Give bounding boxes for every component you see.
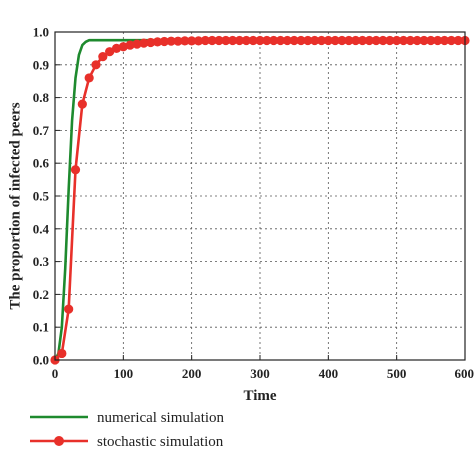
legend-marker-stochastic: [54, 436, 64, 446]
data-point: [139, 38, 149, 48]
x-tick-label: 600: [455, 366, 474, 381]
y-tick-label: 0.3: [33, 254, 50, 269]
data-point: [187, 36, 197, 46]
y-tick-label: 0.2: [33, 287, 49, 302]
data-point: [330, 35, 340, 46]
data-point: [64, 304, 74, 314]
legend-label-stochastic: stochastic simulation: [97, 434, 224, 450]
data-point: [193, 36, 204, 46]
x-tick-label: 300: [250, 366, 270, 381]
data-point: [241, 35, 251, 46]
y-tick-label: 0.6: [33, 156, 50, 171]
data-point: [98, 52, 108, 62]
data-point: [105, 47, 115, 57]
data-point: [337, 35, 347, 46]
data-point: [152, 37, 163, 47]
data-point: [344, 35, 354, 46]
y-tick-label: 0.5: [33, 189, 50, 204]
y-tick-label: 0.0: [33, 353, 49, 368]
axis-ticks: 0 100 200 300 400 500 600 0.0 0.1 0.2 0.3 0.4 0.5 0.6…: [33, 25, 474, 382]
data-point: [228, 35, 238, 46]
data-point: [392, 35, 402, 46]
data-point: [146, 37, 156, 48]
data-point: [385, 35, 395, 46]
data-point: [371, 35, 381, 46]
data-point: [303, 35, 313, 46]
data-point: [248, 35, 258, 46]
data-point: [398, 35, 409, 46]
x-tick-label: 100: [114, 366, 134, 381]
data-point: [262, 35, 272, 46]
y-tick-label: 1.0: [33, 25, 49, 40]
data-point: [351, 35, 361, 46]
y-tick-label: 0.8: [33, 90, 50, 105]
y-tick-label: 0.7: [33, 123, 50, 138]
data-point: [200, 35, 210, 46]
data-point: [316, 35, 327, 46]
data-point: [132, 39, 142, 49]
data-point: [453, 35, 463, 46]
data-point: [433, 35, 443, 46]
data-point: [269, 35, 279, 46]
data-point: [282, 35, 292, 46]
y-axis-label: The proportion of infected peers: [7, 102, 23, 309]
legend: numerical simulation stochastic simulati…: [30, 410, 225, 450]
data-point: [221, 35, 231, 46]
data-point: [70, 165, 81, 175]
data-point: [159, 36, 169, 47]
x-tick-label: 500: [387, 366, 407, 381]
data-point: [439, 35, 450, 46]
data-point: [323, 35, 333, 46]
data-point: [364, 35, 374, 46]
grid-lines: [55, 32, 465, 360]
legend-item-numerical: numerical simulation: [30, 410, 225, 426]
data-point: [84, 73, 94, 83]
x-tick-label: 200: [182, 366, 202, 381]
data-point: [180, 36, 190, 46]
data-point: [91, 60, 101, 70]
y-tick-label: 0.9: [33, 57, 50, 72]
legend-item-stochastic: stochastic simulation: [30, 434, 224, 450]
data-point: [57, 348, 67, 359]
data-point: [289, 35, 299, 46]
data-point: [255, 35, 265, 46]
data-point: [234, 35, 245, 46]
x-tick-label: 0: [52, 366, 59, 381]
data-point: [166, 36, 176, 46]
x-tick-label: 400: [319, 366, 339, 381]
data-point: [378, 35, 388, 46]
y-tick-label: 0.4: [33, 221, 50, 236]
series-stochastic: [50, 35, 470, 365]
data-point: [412, 35, 422, 46]
data-point: [125, 40, 135, 50]
y-tick-label: 0.1: [33, 320, 49, 335]
data-point: [296, 35, 306, 46]
data-point: [173, 36, 183, 46]
data-point: [446, 35, 456, 46]
data-point: [310, 35, 320, 46]
data-point: [357, 35, 368, 46]
plot-series: [50, 35, 470, 365]
data-point: [426, 35, 436, 46]
x-axis-label: Time: [243, 388, 276, 404]
data-point: [77, 99, 87, 109]
data-point: [405, 35, 415, 46]
data-point: [419, 35, 429, 46]
legend-label-numerical: numerical simulation: [97, 410, 225, 426]
data-point: [207, 35, 217, 46]
data-point: [214, 35, 224, 46]
data-point: [275, 35, 286, 46]
